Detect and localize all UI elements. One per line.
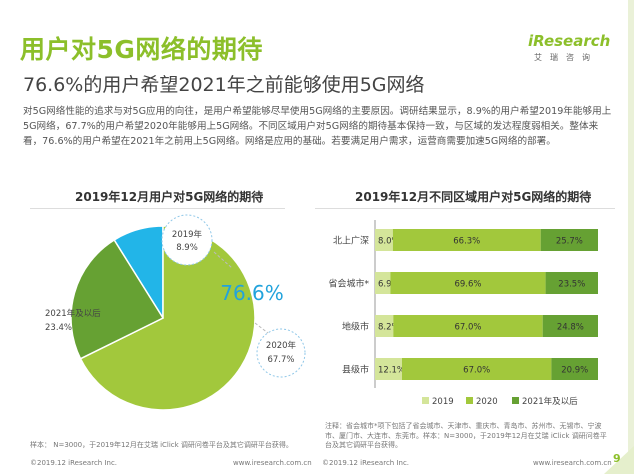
arrow-line: [213, 251, 233, 269]
pie-label-2021: 2021年及以后: [45, 308, 101, 319]
bar-value-label: 66.3%: [453, 237, 480, 247]
bar-value-label: 20.9%: [561, 366, 588, 376]
website-right: www.iresearch.com.cn: [533, 459, 612, 467]
page-title: 用户对5G网络的期待: [20, 35, 263, 64]
bar-chart-title: 2019年12月不同区域用户对5G网络的期待: [355, 190, 592, 204]
bar-value-label: 25.7%: [556, 237, 583, 247]
bar-segment: [393, 315, 543, 337]
pie-value-2021: 23.4%: [45, 323, 72, 333]
bar-category-label: 地级市: [342, 321, 369, 333]
bar-segment: [401, 358, 552, 380]
pie-slice-2: [70, 238, 165, 360]
bar-segment: [545, 272, 598, 294]
bar-category-label: 北上广深: [333, 235, 369, 247]
bar-value-label: 12.1%: [378, 366, 405, 376]
callout-2019-label: 2019年: [172, 229, 203, 240]
callout-2020-label: 2020年: [266, 340, 297, 351]
bar-value-label: 8.0%: [378, 237, 400, 247]
bar-segment: [375, 272, 391, 294]
legend-label: 2021年及以后: [522, 396, 578, 407]
bar-value-label: 69.6%: [454, 280, 481, 290]
bar-value-label: 6.9%: [378, 280, 400, 290]
bar-category-label: 省会城市*: [328, 278, 369, 290]
bar-value-label: 67.0%: [463, 366, 490, 376]
bar-segment: [551, 358, 598, 380]
pie-slice-1: [79, 225, 256, 411]
bar-value-label: 8.2%: [378, 323, 400, 333]
copyright-right: ©2019.12 iResearch Inc.: [322, 459, 410, 467]
annotation-note: 注释：省会城市*项下包括了省会城市、天津市、重庆市、青岛市、苏州市、无锡市、宁波…: [325, 422, 607, 449]
legend-swatch: [422, 397, 429, 404]
website-left: www.iresearch.com.cn: [233, 459, 312, 467]
description-text: 对5G网络性能的追求与对5G应用的向往，是用户希望能够尽早使用5G网络的主要原因…: [23, 106, 612, 147]
callout-2020: [256, 328, 306, 378]
bar-value-label: 24.8%: [557, 323, 584, 333]
sample-note: 样本： N=3000，于2019年12月在艾瑞 iClick 调研问卷平台及其它…: [30, 441, 293, 449]
arrow-line: [254, 322, 269, 334]
legend-label: 2019: [432, 397, 454, 407]
bar-segment: [375, 315, 394, 337]
divider: [30, 208, 285, 209]
bar-segment: [375, 229, 393, 251]
divider: [315, 208, 615, 209]
pie-chart-title: 2019年12月用户对5G网络的期待: [75, 190, 264, 204]
legend-swatch: [466, 397, 473, 404]
iresearch-logo: iResearch 艾瑞咨询: [528, 32, 611, 63]
callout-2019-value: 8.9%: [176, 243, 198, 253]
bar-segment: [542, 315, 598, 337]
page-subtitle: 76.6%的用户希望2021年之前能够使用5G网络: [23, 74, 425, 96]
page-number: 9: [613, 452, 621, 465]
decor-bar: [628, 0, 634, 474]
copyright-left: ©2019.12 iResearch Inc.: [30, 459, 118, 467]
bar-value-label: 23.5%: [558, 280, 585, 290]
bar-value-label: 67.0%: [454, 323, 481, 333]
callout-2020-value: 67.7%: [267, 355, 294, 365]
callout-2019: [161, 214, 213, 266]
logo-subtext: 艾瑞咨询: [534, 53, 598, 62]
legend-label: 2020: [476, 397, 498, 407]
logo-text: iResearch: [528, 32, 611, 50]
legend-swatch: [512, 397, 519, 404]
bar-segment: [540, 229, 598, 251]
bar-segment: [375, 358, 402, 380]
pie-annotation: 76.6%: [220, 281, 284, 305]
bar-segment: [392, 229, 541, 251]
bar-category-label: 县级市: [342, 364, 369, 376]
bar-segment: [390, 272, 546, 294]
corner-decoration: [604, 446, 634, 474]
